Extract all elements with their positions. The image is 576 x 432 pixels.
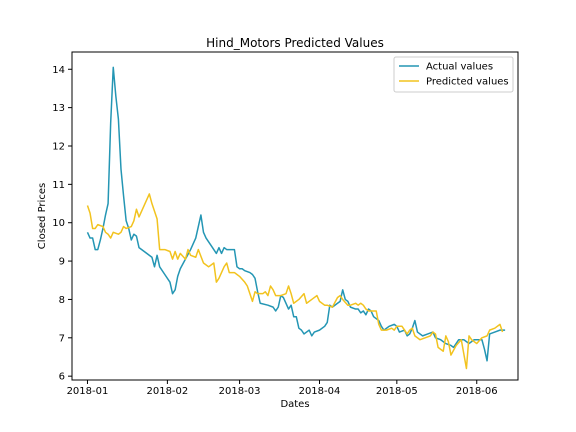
x-axis-title: Dates — [280, 399, 309, 410]
chart-title: Hind_Motors Predicted Values — [206, 36, 384, 50]
y-tick-label: 11 — [52, 180, 65, 191]
x-tick-label: 2018-05 — [376, 386, 418, 397]
x-tick-label: 2018-06 — [456, 386, 498, 397]
y-tick-label: 14 — [52, 65, 65, 76]
legend: Actual values Predicted values — [394, 57, 513, 92]
y-tick-label: 8 — [59, 295, 65, 306]
legend-label-predicted: Predicted values — [426, 77, 509, 88]
legend-label-actual: Actual values — [426, 62, 493, 73]
y-tick-label: 7 — [59, 333, 65, 344]
x-tick-label: 2018-01 — [67, 386, 109, 397]
y-tick-label: 9 — [59, 257, 65, 268]
y-tick-label: 12 — [52, 141, 65, 152]
x-tick-label: 2018-03 — [219, 386, 261, 397]
x-tick-label: 2018-04 — [299, 386, 341, 397]
x-tick-label: 2018-02 — [146, 386, 188, 397]
y-tick-label: 6 — [59, 372, 65, 383]
y-tick-label: 10 — [52, 218, 65, 229]
y-tick-label: 13 — [52, 103, 65, 114]
y-axis-title: Closed Prices — [37, 183, 48, 249]
